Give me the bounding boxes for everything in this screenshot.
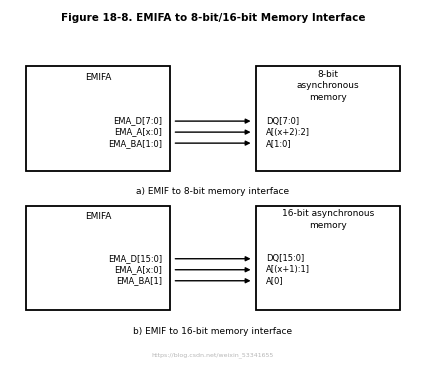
Text: EMIFA: EMIFA — [85, 212, 111, 221]
Text: a) EMIF to 8-bit memory interface: a) EMIF to 8-bit memory interface — [136, 187, 290, 196]
Text: EMA_D[15:0]: EMA_D[15:0] — [108, 254, 162, 263]
Bar — [256, 206, 400, 310]
Text: DQ[7:0]: DQ[7:0] — [266, 117, 299, 126]
Text: EMIFA: EMIFA — [85, 73, 111, 82]
Text: EMA_A[x:0]: EMA_A[x:0] — [114, 265, 162, 274]
Text: EMA_A[x:0]: EMA_A[x:0] — [114, 128, 162, 137]
Text: 8-bit
asynchronous
memory: 8-bit asynchronous memory — [296, 70, 360, 102]
Text: EMA_BA[1:0]: EMA_BA[1:0] — [108, 139, 162, 148]
Text: A[1:0]: A[1:0] — [266, 139, 292, 148]
Text: EMA_BA[1]: EMA_BA[1] — [116, 276, 162, 285]
Text: A[(x+2):2]: A[(x+2):2] — [266, 128, 310, 137]
Bar — [256, 66, 400, 171]
Text: https://blog.csdn.net/weixin_53341655: https://blog.csdn.net/weixin_53341655 — [152, 352, 274, 358]
Bar — [26, 206, 170, 310]
Text: b) EMIF to 16-bit memory interface: b) EMIF to 16-bit memory interface — [133, 327, 293, 336]
Text: DQ[15:0]: DQ[15:0] — [266, 254, 305, 263]
Text: 16-bit asynchronous
memory: 16-bit asynchronous memory — [282, 209, 374, 230]
Text: A[(x+1):1]: A[(x+1):1] — [266, 265, 310, 274]
Text: Figure 18-8. EMIFA to 8-bit/16-bit Memory Interface: Figure 18-8. EMIFA to 8-bit/16-bit Memor… — [61, 13, 365, 23]
Bar — [26, 66, 170, 171]
Text: A[0]: A[0] — [266, 276, 284, 285]
Text: EMA_D[7:0]: EMA_D[7:0] — [113, 117, 162, 126]
